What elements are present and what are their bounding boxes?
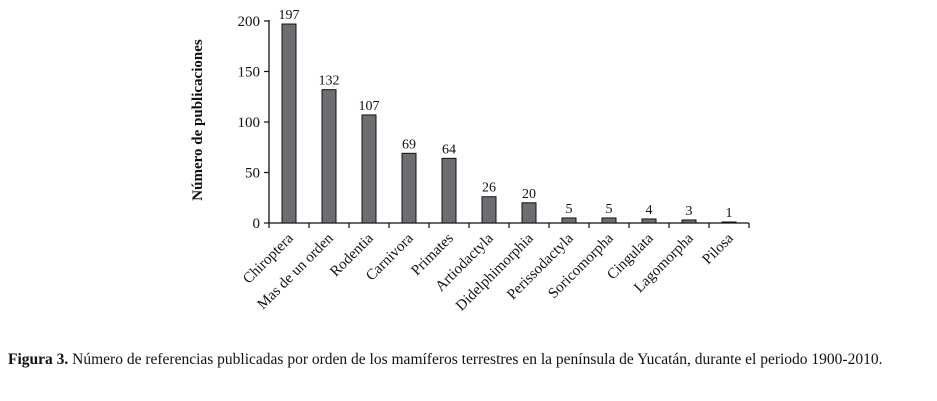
- bar: [401, 152, 417, 224]
- y-tick-label: 50: [245, 166, 260, 182]
- bar: [441, 157, 457, 224]
- bar: [601, 217, 617, 224]
- bar: [641, 218, 657, 224]
- data-label: 69: [402, 137, 416, 152]
- category-label: Pilosa: [700, 230, 737, 267]
- bar: [561, 217, 577, 224]
- bar: [721, 221, 737, 224]
- chart-bars: [281, 23, 737, 224]
- data-label: 1: [726, 206, 733, 221]
- y-axis-label: Número de publicaciones: [190, 39, 206, 201]
- bar: [681, 219, 697, 224]
- caption-label: Figura 3.: [8, 351, 69, 368]
- bar: [481, 196, 497, 224]
- caption-text: Número de referencias publicadas por ord…: [68, 351, 883, 368]
- data-label: 26: [482, 181, 496, 196]
- bar: [321, 89, 337, 224]
- y-tick-label: 0: [253, 216, 261, 232]
- data-label: 5: [566, 202, 573, 217]
- y-tick-label: 150: [238, 65, 261, 81]
- figure-caption: Figura 3. Número de referencias publicad…: [8, 350, 930, 369]
- data-label: 107: [359, 99, 380, 114]
- y-tick-label: 100: [238, 115, 261, 131]
- bar: [361, 114, 377, 224]
- data-label: 132: [319, 74, 340, 89]
- bar: [521, 202, 537, 224]
- chart-axes: [264, 20, 750, 228]
- y-tick-label: 200: [238, 14, 261, 30]
- data-label: 3: [686, 204, 693, 219]
- data-label: 197: [279, 8, 300, 23]
- data-label: 4: [646, 203, 653, 218]
- data-label: 64: [442, 142, 456, 157]
- bar: [281, 23, 297, 224]
- data-label: 5: [606, 202, 613, 217]
- data-label: 20: [522, 187, 536, 202]
